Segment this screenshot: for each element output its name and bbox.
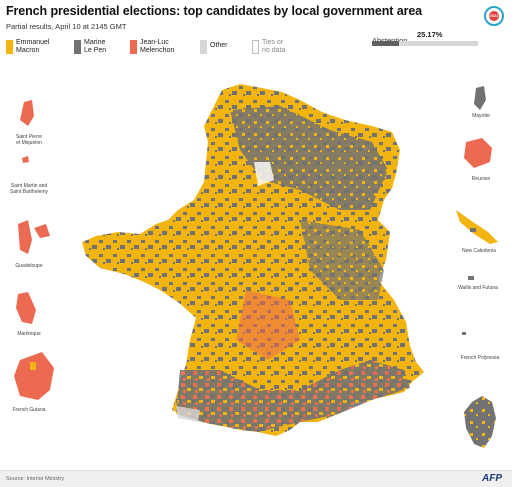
label-reunion: Reunion (471, 176, 491, 182)
abstention-bar-fill (372, 41, 399, 46)
mainland-france (82, 84, 424, 436)
legend-label-ties: Ties or no data (262, 39, 286, 54)
new-caledonia-map (456, 210, 498, 244)
legend-label-melenchon: Jean-Luc Melenchon (140, 39, 175, 54)
label-french-guiana: French Guiana (12, 407, 46, 413)
footer: Source: Interior Ministry AFP (0, 470, 512, 487)
legend-label-macron: Emmanuel Macron (16, 39, 50, 54)
legend-label-lepen: Marine Le Pen (84, 39, 107, 54)
results-map (14, 84, 498, 448)
legend-label-other: Other (210, 42, 228, 49)
label-saint-pierre: Saint Pierre et Miquelon (15, 134, 43, 146)
election-badge-icon: 2022 (484, 6, 504, 26)
abstention-value: 25.17% (417, 30, 443, 39)
martinique-map (16, 292, 36, 324)
legend-swatch-lepen (74, 40, 81, 54)
french-guiana-map (14, 352, 54, 400)
label-saint-martin: Saint Martin and Saint Barthelemy (9, 183, 49, 195)
saint-pierre-map (20, 100, 34, 126)
abstention-bar (372, 41, 478, 46)
corsica-map (464, 396, 496, 448)
abstention-indicator: Abstention 25.17% (372, 30, 478, 48)
label-polynesia: French Polynesia (460, 355, 500, 361)
label-wallis: Wallis and Futuna (458, 285, 498, 291)
legend-swatch-macron (6, 40, 13, 54)
label-guadeloupe: Guadeloupe (15, 263, 43, 269)
badge-year: 2022 (489, 11, 499, 21)
page-title: French presidential elections: top candi… (6, 4, 423, 18)
abstention-label: Abstention (372, 36, 407, 45)
label-new-caledonia: New Caledonia (462, 248, 496, 254)
mayotte-map (474, 86, 486, 110)
page-subtitle: Partial results, April 10 at 2145 GMT (6, 22, 127, 31)
label-martinique: Martinique (17, 331, 41, 337)
afp-logo: AFP (482, 473, 502, 484)
saint-martin-map (22, 156, 29, 163)
legend-swatch-ties (252, 40, 259, 54)
reunion-map (464, 138, 492, 168)
guadeloupe-map (18, 220, 50, 254)
label-mayotte: Mayotte (472, 113, 490, 119)
legend-swatch-melenchon (130, 40, 137, 54)
source-note: Source: Interior Ministry (6, 476, 65, 482)
legend-swatch-other (200, 40, 207, 54)
